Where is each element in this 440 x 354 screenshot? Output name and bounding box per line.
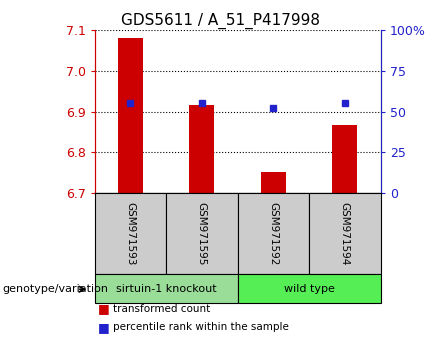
- Bar: [118, 38, 143, 193]
- Text: genotype/variation: genotype/variation: [2, 284, 108, 294]
- Text: GSM971592: GSM971592: [268, 202, 279, 266]
- Text: GSM971593: GSM971593: [125, 202, 136, 266]
- Text: wild type: wild type: [284, 284, 334, 293]
- Text: GSM971594: GSM971594: [340, 202, 350, 266]
- Bar: [261, 172, 286, 193]
- Text: sirtuin-1 knockout: sirtuin-1 knockout: [116, 284, 216, 293]
- Text: GSM971595: GSM971595: [197, 202, 207, 266]
- Bar: [332, 125, 357, 193]
- Text: GDS5611 / A_51_P417998: GDS5611 / A_51_P417998: [121, 12, 319, 29]
- Text: ■: ■: [98, 302, 110, 315]
- Text: ■: ■: [98, 321, 110, 333]
- Bar: [189, 105, 214, 193]
- Text: percentile rank within the sample: percentile rank within the sample: [113, 322, 289, 332]
- Text: transformed count: transformed count: [113, 304, 210, 314]
